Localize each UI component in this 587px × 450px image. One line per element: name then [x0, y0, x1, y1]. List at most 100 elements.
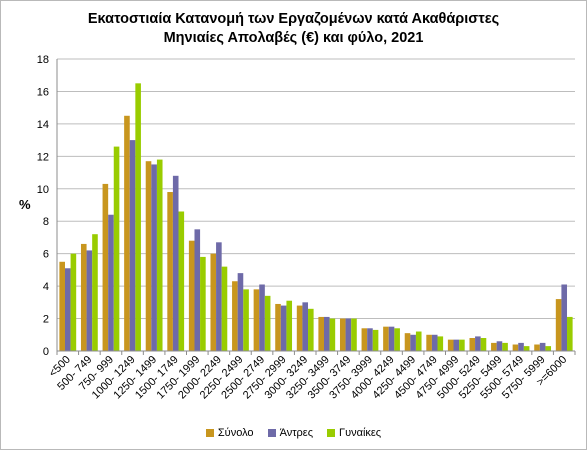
- bar: [210, 253, 217, 351]
- bar: [453, 339, 460, 351]
- legend-item: Σύνολο: [205, 427, 254, 439]
- bar: [404, 333, 411, 351]
- y-tick-label: 10: [37, 184, 49, 196]
- bar: [302, 302, 309, 351]
- bar: [512, 344, 519, 351]
- bar: [323, 316, 330, 351]
- bar: [194, 229, 201, 351]
- bar: [86, 250, 93, 351]
- y-tick-label: 16: [37, 86, 49, 98]
- bar: [188, 240, 195, 351]
- bar: [555, 299, 562, 351]
- bar: [367, 328, 373, 351]
- y-tick-label: 6: [43, 249, 49, 261]
- bar: [275, 303, 281, 351]
- bar: [567, 316, 573, 351]
- bars: [59, 83, 573, 351]
- chart-title: Εκατοστιαία Κατανομή των Εργαζομένων κατ…: [1, 10, 586, 48]
- bar: [345, 318, 352, 351]
- bar: [178, 211, 185, 351]
- bar: [172, 175, 179, 351]
- bar: [70, 253, 77, 351]
- bar: [545, 346, 552, 351]
- bar: [410, 334, 416, 351]
- bar: [129, 140, 136, 351]
- legend-item: Γυναίκες: [327, 427, 381, 439]
- bar: [92, 234, 98, 351]
- bar: [135, 83, 141, 351]
- bar: [339, 318, 346, 351]
- bar: [64, 268, 71, 351]
- gridlines: [57, 58, 575, 320]
- y-axis-label: %: [19, 197, 31, 212]
- y-tick-label: 12: [37, 151, 49, 163]
- bar: [108, 214, 114, 351]
- legend-swatch: [327, 429, 336, 437]
- bar: [431, 334, 438, 351]
- bar: [426, 334, 432, 351]
- y-tick-label: 18: [37, 54, 49, 66]
- bar: [539, 342, 546, 351]
- legend-label: Σύνολο: [217, 427, 254, 439]
- bar: [221, 266, 228, 351]
- bar: [200, 256, 206, 351]
- bar: [518, 342, 524, 351]
- bar: [447, 339, 454, 351]
- legend-swatch: [267, 429, 276, 437]
- legend-item: Άντρες: [267, 427, 313, 439]
- bar: [151, 164, 157, 351]
- bar: [394, 328, 400, 351]
- bar: [459, 339, 465, 351]
- bar: [318, 316, 324, 351]
- bar: [264, 295, 271, 351]
- y-tick-label: 0: [43, 346, 49, 358]
- bar: [491, 342, 497, 351]
- bar: [351, 318, 357, 351]
- legend-swatch: [205, 429, 214, 437]
- legend-label: Γυναίκες: [339, 427, 382, 439]
- bar: [561, 284, 568, 351]
- bar: [113, 146, 120, 351]
- y-tick-label: 2: [43, 314, 49, 326]
- bar: [296, 305, 303, 351]
- bar: [216, 242, 222, 351]
- bar: [232, 281, 238, 351]
- bar: [102, 183, 109, 351]
- bar: [480, 338, 487, 351]
- bar: [253, 289, 260, 351]
- bar: [80, 243, 87, 351]
- bar: [308, 308, 314, 351]
- bar: [59, 261, 65, 351]
- chart-title-line-1: Εκατοστιαία Κατανομή των Εργαζομένων κατ…: [87, 11, 500, 27]
- bar: [475, 336, 481, 351]
- y-tick-label: 14: [37, 119, 49, 131]
- bar: [124, 115, 130, 351]
- y-tick-label: 8: [43, 216, 49, 228]
- axes: [56, 59, 576, 355]
- bar: [361, 328, 368, 351]
- bar: [523, 346, 530, 351]
- y-tick-label: 4: [43, 281, 49, 293]
- bar: [167, 192, 173, 351]
- bar: [383, 326, 389, 351]
- bar: [388, 326, 395, 351]
- bar: [286, 300, 293, 351]
- chart-title-line-2: Μηνιαίες Απολαβές (€) και φύλο, 2021: [163, 30, 424, 46]
- bar: [437, 336, 444, 351]
- bar: [469, 338, 476, 351]
- bar: [243, 289, 249, 351]
- bar: [415, 331, 422, 351]
- bar: [329, 318, 336, 351]
- legend: Σύνολο Άντρες Γυναίκες: [1, 427, 586, 439]
- bar: [237, 273, 244, 351]
- bar: [496, 341, 503, 351]
- bar: [502, 342, 508, 351]
- y-tick-labels: 0 2 4 6 8 10 12 14 16 18: [37, 54, 49, 358]
- bar: [259, 284, 265, 351]
- bar: [372, 329, 379, 351]
- bar: [534, 344, 540, 351]
- bar: [156, 159, 163, 351]
